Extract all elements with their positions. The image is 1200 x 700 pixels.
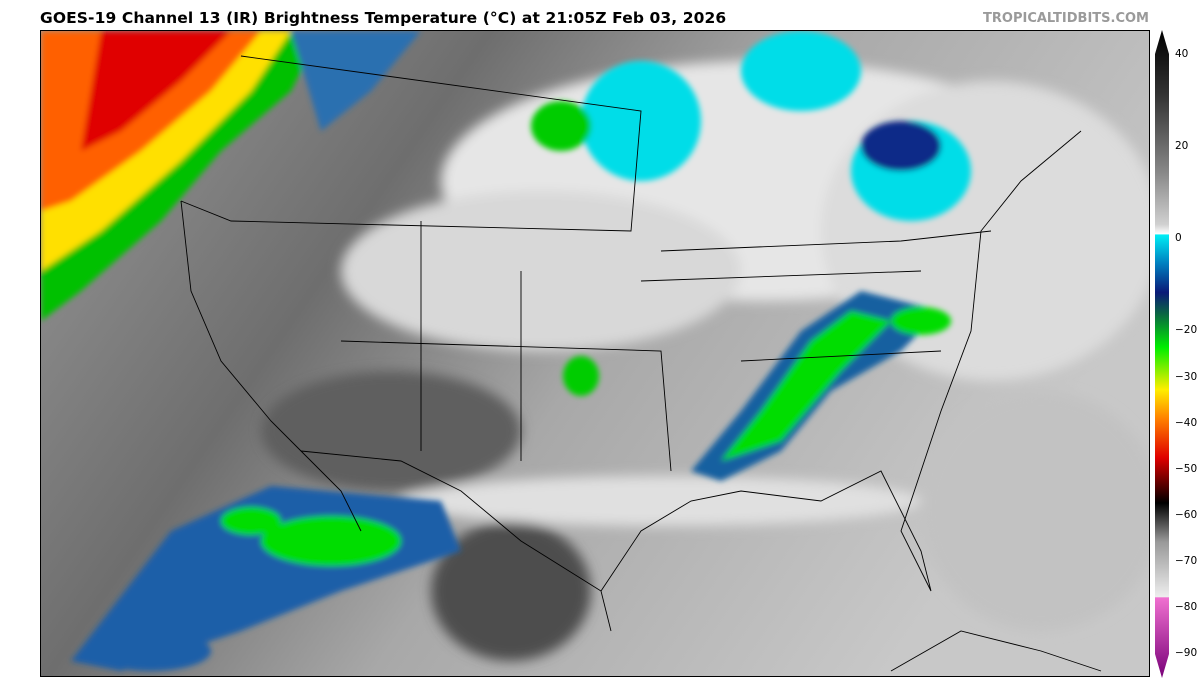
cloud-band-mexico	[71, 486, 461, 671]
colorbar-tick-label: −50	[1175, 462, 1198, 475]
map-title: GOES-19 Channel 13 (IR) Brightness Tempe…	[40, 9, 727, 27]
map-canvas	[41, 31, 1149, 676]
cloud-field-north	[261, 61, 1149, 661]
coastlines-and-borders	[180, 55, 1102, 672]
colorbar-tick-label: 20	[1175, 140, 1189, 153]
colorbar-tick-label: −20	[1175, 324, 1198, 337]
colorbar-tick-label: 0	[1175, 232, 1182, 245]
cloud-cyan-northeast	[531, 31, 971, 221]
colorbar-tick-label: −90	[1175, 647, 1198, 659]
cloud-band-southeast	[563, 291, 951, 481]
colorbar-tick-label: −30	[1175, 370, 1198, 383]
colorbar-tick-label: −80	[1175, 600, 1198, 613]
colorbar-tick-label: −70	[1175, 554, 1198, 567]
colorbar-gradient	[1155, 30, 1169, 678]
colorbar-tick-label: −60	[1175, 508, 1198, 521]
colorbar-tick-label: −40	[1175, 416, 1198, 429]
brand-watermark: TROPICALTIDBITS.COM	[983, 11, 1149, 26]
colorbar-tick-label: 40	[1175, 48, 1189, 60]
satellite-ir-map[interactable]	[40, 30, 1150, 677]
cloud-band-pacific-nw	[41, 31, 421, 321]
colorbar	[1155, 30, 1169, 678]
